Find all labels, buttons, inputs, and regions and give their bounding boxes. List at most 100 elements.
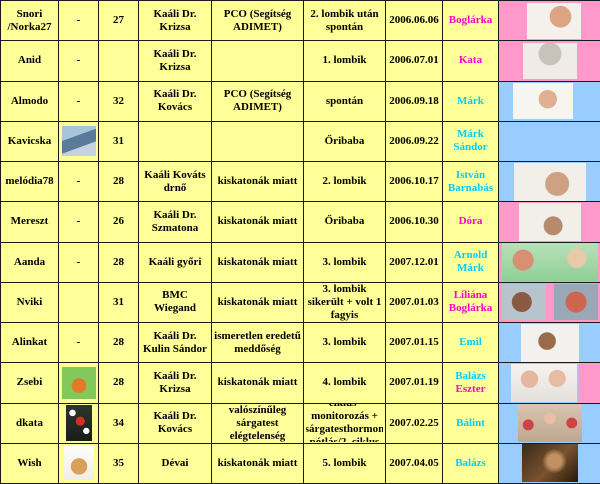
age-value: 31 xyxy=(113,134,124,147)
avatar-placeholder: - xyxy=(76,14,81,27)
member-name: Wish xyxy=(17,456,42,469)
baby-photo xyxy=(501,243,598,282)
member-name: Alinkat xyxy=(11,336,48,349)
age-value: 31 xyxy=(113,295,124,308)
doctor-name: Kaáli Kováts drnő xyxy=(144,168,206,194)
birth-date: 2007.01.03 xyxy=(389,295,439,308)
member-name: Aanda xyxy=(13,255,46,268)
treatment-text: 3. lombik sikerült + volt 1 fagyis xyxy=(307,283,382,321)
diagnosis-text: kiskatonák miatt xyxy=(217,215,298,228)
profile-photo xyxy=(61,126,96,157)
table-row: Anid - Kaáli Dr. Krizsa 1. lombik 2006.0… xyxy=(0,40,600,82)
table-row: Zsebi 28 Kaáli Dr. Krizsa kiskatonák mia… xyxy=(0,362,600,404)
doctor-name: Kaáli Dr. Szmatona xyxy=(151,208,199,234)
table-row: Kavicska 31 Őribaba 2006.09.22 Márk Sándo… xyxy=(0,120,600,163)
baby-name: Márk xyxy=(457,94,484,107)
baby-photo xyxy=(513,162,586,201)
baby-name: Márk xyxy=(457,128,484,141)
photo-cell xyxy=(498,160,600,203)
diagnosis-text: kiskatonák miatt xyxy=(217,295,298,308)
photo-cell xyxy=(498,402,600,444)
age-value: 35 xyxy=(113,456,124,469)
member-name: Zsebi xyxy=(16,376,43,389)
photo-cell xyxy=(498,0,600,42)
treatment-text: Őribaba xyxy=(324,215,365,228)
baby-photo xyxy=(511,363,577,402)
doctor-name: Kaáli Dr. Krizsa xyxy=(153,369,197,395)
member-name: melódia78 xyxy=(5,175,54,188)
avatar-placeholder: - xyxy=(76,336,81,349)
baby-name: István xyxy=(455,168,486,181)
baby-photo xyxy=(520,323,579,362)
photo-cell xyxy=(498,321,600,364)
diagnosis-text: kiskatonák miatt xyxy=(217,456,298,469)
diagnosis-text: kiskatonák miatt xyxy=(217,255,298,268)
age-value: 28 xyxy=(113,336,124,349)
photo-cell xyxy=(498,281,600,324)
baby-name: Arnold xyxy=(453,249,488,262)
photo-cell xyxy=(498,80,600,122)
photo-cell xyxy=(498,442,600,484)
baby-photo xyxy=(553,284,598,321)
age-value: 32 xyxy=(113,94,124,107)
baby-name: Balázs xyxy=(455,456,486,469)
table-row: Almodo - 32 Kaáli Dr. Kovács PCO (Segíts… xyxy=(0,80,600,122)
member-name: Nviki xyxy=(16,295,43,308)
baby-name: Eszter xyxy=(455,382,486,395)
member-name: Mereszt xyxy=(10,215,49,228)
photo-cell xyxy=(498,40,600,82)
birth-date: 2007.01.19 xyxy=(389,376,439,389)
treatment-text: 5. lombik xyxy=(322,456,367,469)
table-row: melódia78 - 28 Kaáli Kováts drnő kiskato… xyxy=(0,160,600,203)
member-name: Snori /Norka27 xyxy=(7,7,52,33)
baby-name: Balázs xyxy=(455,369,486,382)
birth-date: 2006.07.01 xyxy=(389,54,439,67)
treatment-text: spontán xyxy=(325,94,364,107)
photo-cell xyxy=(498,362,600,404)
table-row: Mereszt - 26 Kaáli Dr. Szmatona kiskaton… xyxy=(0,201,600,243)
birth-date: 2007.12.01 xyxy=(389,255,439,268)
baby-name: Dóra xyxy=(458,215,483,228)
birth-date: 2006.09.22 xyxy=(389,134,439,147)
diagnosis-text: PCO (Segítség ADIMET) xyxy=(223,7,292,33)
baby-name: Márk xyxy=(457,262,484,275)
baby-photo xyxy=(527,2,581,39)
birth-date: 2006.09.18 xyxy=(389,94,439,107)
baby-photo xyxy=(513,83,573,120)
member-name: Kavicska xyxy=(7,134,52,147)
treatment-text: 1. lombik xyxy=(322,54,367,67)
birth-date: 2006.10.30 xyxy=(389,215,439,228)
baby-photo xyxy=(517,404,582,443)
table-row: Wish 35 Dévai kiskatonák miatt 5. lombik… xyxy=(0,442,600,484)
member-name: Anid xyxy=(17,54,42,67)
profile-photo xyxy=(65,405,92,442)
age-value: 28 xyxy=(113,255,124,268)
age-value: 27 xyxy=(113,14,124,27)
photo-cell xyxy=(498,241,600,283)
birth-date: 2007.02.25 xyxy=(389,416,439,429)
diagnosis-text: PCO (Segítség ADIMET) xyxy=(223,88,292,114)
diagnosis-text: kiskatonák miatt xyxy=(217,376,298,389)
diagnosis-text: ismeretlen eredetű meddőség xyxy=(214,329,301,355)
baby-name: Barnabás xyxy=(447,181,494,194)
treatment-text: 2. lombik után spontán xyxy=(310,7,379,33)
baby-photo xyxy=(522,42,577,79)
photo-cell xyxy=(498,201,600,243)
baby-photo xyxy=(521,444,578,483)
baby-name: Boglárka xyxy=(448,14,493,27)
doctor-name: Kaáli Dr. Kulin Sándor xyxy=(143,329,207,355)
member-name: Almodo xyxy=(10,94,49,107)
profile-photo xyxy=(61,366,96,399)
table-row: Snori /Norka27 - 27 Kaáli Dr. Krizsa PCO… xyxy=(0,0,600,42)
baby-name: Líliána xyxy=(453,289,488,302)
member-name: dkata xyxy=(16,416,43,429)
baby-name: Kata xyxy=(458,54,483,67)
avatar-placeholder: - xyxy=(76,175,81,188)
age-value: 28 xyxy=(113,376,124,389)
doctor-name: Kaáli Dr. Krizsa xyxy=(153,7,197,33)
avatar-placeholder: - xyxy=(76,215,81,228)
treatment-text: 2. lombik xyxy=(322,175,367,188)
birth-date: 2007.04.05 xyxy=(389,456,439,469)
treatment-text: ciklus-monitorozás + sárgatesthormon pót… xyxy=(306,404,383,443)
avatar-placeholder: - xyxy=(76,94,81,107)
